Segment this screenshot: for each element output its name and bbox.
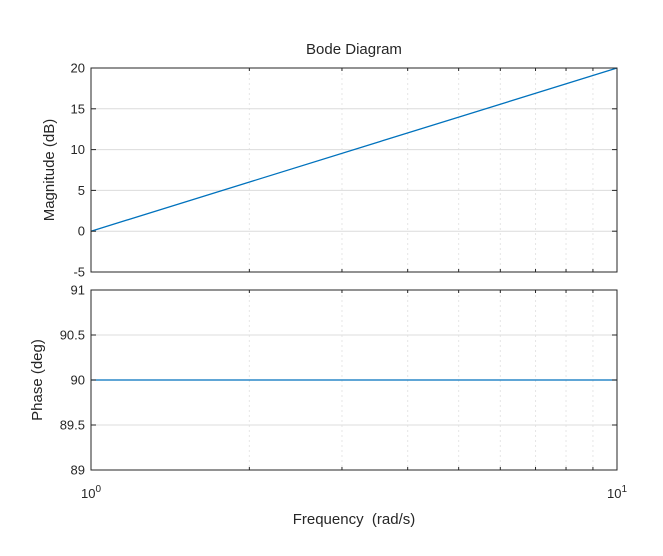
magnitude-y-tick-label: 0 (78, 224, 85, 239)
x-axis-label: Frequency (rad/s) (293, 511, 416, 528)
phase-y-tick-label: 90.5 (60, 328, 85, 343)
magnitude-y-tick-label: 5 (78, 183, 85, 198)
phase-panel: 91 90.5 90 89.5 89 Phase (deg) (29, 283, 618, 478)
x-tick-exp-max: 1 (621, 484, 627, 495)
magnitude-y-ticks: 20 15 10 5 0 -5 (71, 61, 618, 280)
phase-y-ticks: 91 90.5 90 89.5 89 (60, 283, 618, 478)
magnitude-plot-area (91, 68, 617, 272)
phase-y-tick-label: 89 (71, 463, 85, 478)
magnitude-frame (90, 67, 618, 273)
phase-y-tick-label: 90 (71, 373, 85, 388)
x-tick-label-max: 101 (607, 484, 627, 501)
chart-title: Bode Diagram (306, 41, 402, 58)
magnitude-series (90, 67, 618, 232)
x-tick-label-min: 100 (81, 484, 101, 501)
phase-y-tick-label: 91 (71, 283, 85, 298)
magnitude-panel: 20 15 10 5 0 -5 Magnitude (dB) (41, 61, 618, 280)
magnitude-y-tick-label: 10 (71, 142, 85, 157)
phase-y-tick-label: 89.5 (60, 418, 85, 433)
x-tick-base-min: 10 (81, 486, 95, 501)
magnitude-y-tick-label: 20 (71, 61, 85, 76)
phase-ylabel: Phase (deg) (29, 339, 46, 421)
x-tick-labels: 100 101 (81, 484, 627, 501)
magnitude-y-tick-label: -5 (73, 265, 85, 280)
magnitude-y-tick-label: 15 (71, 101, 85, 116)
magnitude-series-line (90, 67, 618, 232)
magnitude-ylabel: Magnitude (dB) (41, 119, 58, 222)
x-tick-exp-min: 0 (95, 484, 101, 495)
x-tick-base-max: 10 (607, 486, 621, 501)
